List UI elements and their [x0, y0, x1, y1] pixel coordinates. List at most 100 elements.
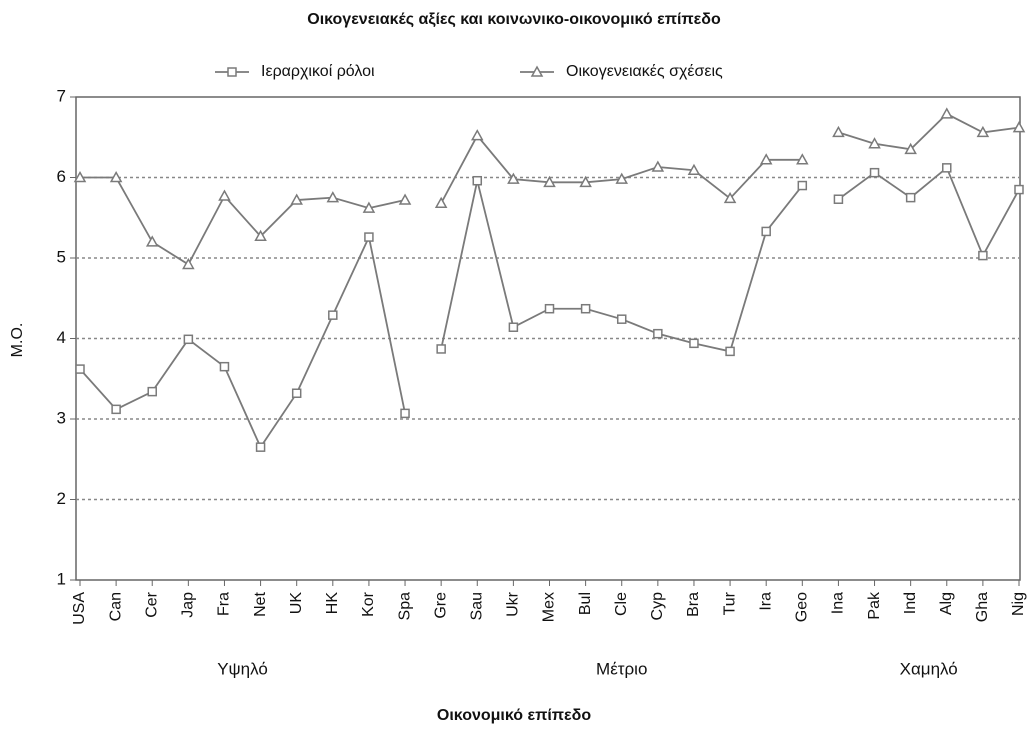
point — [398, 193, 412, 205]
point — [470, 129, 484, 141]
x-tick-label: Ina — [830, 592, 847, 614]
y-tick-label: 1 — [57, 569, 66, 588]
point — [255, 442, 266, 452]
point — [1012, 121, 1026, 133]
x-tick-label: Gha — [974, 592, 991, 622]
point — [508, 322, 519, 332]
point — [904, 142, 917, 155]
series-line — [440, 180, 804, 353]
series-line — [79, 234, 406, 450]
x-tick-label: UK — [288, 592, 305, 615]
group-label: Μέτριο — [596, 659, 647, 678]
point — [869, 167, 880, 178]
point — [147, 386, 157, 397]
point — [579, 175, 592, 188]
point — [651, 160, 665, 172]
point — [544, 303, 555, 314]
y-tick-label: 2 — [57, 489, 66, 508]
x-tick-label: USA — [71, 592, 88, 625]
legend-label: Οικογενειακές σχέσεις — [566, 63, 723, 80]
x-tick-label: Mex — [541, 592, 558, 622]
x-tick-label: Ira — [757, 592, 774, 611]
point — [833, 194, 844, 204]
x-tick-label: Cer — [143, 591, 160, 617]
point — [507, 172, 520, 184]
point — [797, 180, 808, 191]
point — [400, 408, 410, 419]
point — [796, 153, 809, 165]
x-tick-label: HK — [324, 592, 341, 615]
y-tick-label: 5 — [57, 247, 66, 266]
point — [254, 229, 267, 242]
x-tick-label: Net — [252, 591, 269, 616]
point — [976, 125, 990, 138]
point — [868, 137, 881, 149]
x-tick-label: Ukr — [505, 591, 522, 617]
point — [472, 175, 483, 186]
point — [73, 170, 87, 183]
point — [290, 193, 303, 205]
point — [942, 163, 952, 173]
point — [530, 65, 544, 77]
point — [182, 257, 195, 270]
y-tick-label: 6 — [57, 167, 66, 186]
legend-label: Ιεραρχικοί ρόλοι — [261, 63, 375, 80]
x-tick-label: Can — [107, 592, 124, 621]
point — [364, 232, 374, 242]
y-tick-label: 7 — [57, 86, 66, 105]
x-tick-label: Bul — [577, 592, 594, 615]
chart-title: Οικογενειακές αξίες και κοινωνικο-οικονο… — [307, 11, 721, 28]
point — [145, 235, 159, 247]
point — [761, 226, 771, 237]
point — [75, 364, 85, 374]
point — [580, 303, 591, 314]
x-tick-label: Jap — [180, 592, 197, 618]
point — [978, 250, 988, 261]
x-tick-label: Alg — [938, 592, 955, 615]
point — [362, 201, 376, 213]
y-tick-label: 4 — [57, 328, 66, 347]
series-line — [837, 166, 1020, 258]
point — [227, 67, 237, 77]
point — [615, 172, 629, 184]
group-label: Υψηλό — [217, 659, 268, 678]
point — [616, 314, 627, 324]
x-tick-label: Bra — [685, 592, 702, 617]
point — [653, 328, 663, 339]
point — [109, 170, 123, 183]
point — [725, 346, 735, 357]
point — [218, 189, 231, 201]
x-tick-label: Tur — [721, 591, 738, 615]
point — [291, 388, 302, 398]
point — [543, 175, 556, 188]
point — [832, 125, 845, 138]
point — [723, 191, 737, 204]
group-label: Χαμηλό — [900, 659, 958, 678]
series-line — [80, 176, 406, 266]
x-tick-label: Spa — [396, 592, 413, 621]
point — [434, 196, 448, 209]
point — [328, 310, 338, 320]
point — [111, 404, 121, 415]
point — [219, 361, 230, 372]
x-tick-label: Ind — [902, 592, 919, 614]
y-tick-label: 3 — [57, 408, 66, 427]
x-tick-label: Cyp — [649, 592, 666, 621]
x-tick-label: Cle — [613, 592, 630, 616]
point — [687, 163, 701, 176]
x-tick-label: Pak — [866, 591, 883, 620]
x-tick-label: Sau — [468, 592, 485, 620]
series-line — [838, 112, 1020, 151]
x-tick-label: Fra — [216, 592, 233, 616]
point — [905, 192, 916, 203]
point — [326, 191, 340, 203]
point — [183, 334, 194, 345]
x-tick-label: Kor — [360, 591, 377, 617]
y-axis-title: Μ.Ο. — [9, 323, 26, 358]
x-tick-label: Gre — [432, 592, 449, 619]
series-line — [440, 134, 803, 204]
x-tick-label: Nig — [1010, 592, 1027, 616]
point — [689, 338, 699, 349]
point — [436, 344, 446, 354]
